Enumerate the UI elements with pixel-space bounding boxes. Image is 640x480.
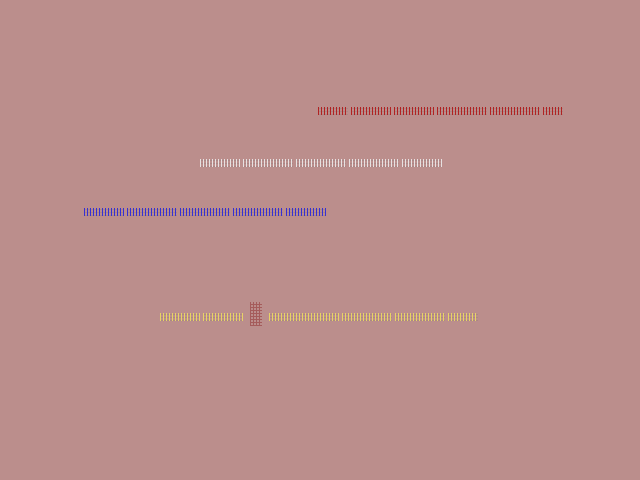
glyph bbox=[342, 313, 392, 321]
noisy-text-line-white bbox=[200, 156, 442, 170]
glyph bbox=[243, 159, 293, 167]
glyph bbox=[269, 313, 339, 321]
glyph bbox=[286, 208, 326, 216]
glyph bbox=[203, 313, 243, 321]
glyph bbox=[543, 107, 563, 115]
glyph bbox=[84, 208, 124, 216]
hatched-mark bbox=[250, 302, 262, 326]
glyph bbox=[490, 107, 540, 115]
noisy-text-line-blue bbox=[84, 205, 326, 219]
noisy-text-line-red bbox=[318, 104, 563, 118]
glyph bbox=[349, 159, 399, 167]
glyph bbox=[437, 107, 487, 115]
glyph bbox=[127, 208, 177, 216]
glyph bbox=[394, 107, 434, 115]
glyph bbox=[160, 313, 200, 321]
glyph bbox=[351, 107, 391, 115]
glyph bbox=[448, 313, 478, 321]
noisy-text-line-yellow bbox=[160, 310, 478, 324]
glyph bbox=[318, 107, 348, 115]
glyph bbox=[233, 208, 283, 216]
glyph bbox=[296, 159, 346, 167]
glyph bbox=[395, 313, 445, 321]
glyph bbox=[180, 208, 230, 216]
glyph bbox=[200, 159, 240, 167]
glyph bbox=[402, 159, 442, 167]
